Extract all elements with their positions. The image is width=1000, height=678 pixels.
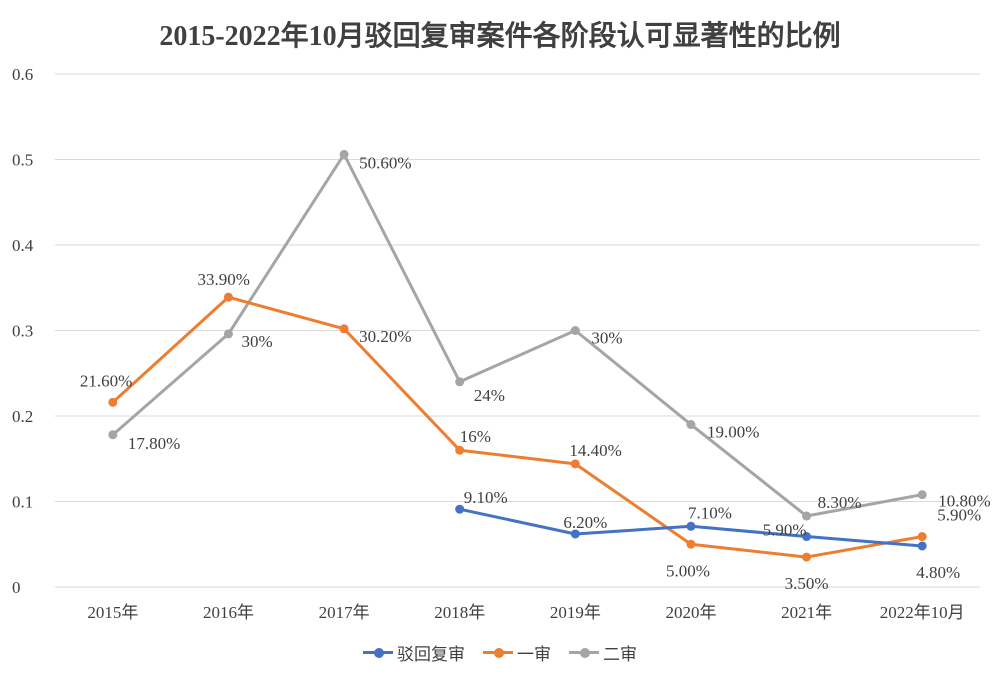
data-point — [802, 532, 812, 542]
y-tick-label: 0.4 — [12, 236, 34, 255]
legend-label: 驳回复审 — [397, 645, 465, 664]
data-label: 24% — [474, 386, 505, 405]
data-label: 10.80% — [938, 492, 990, 511]
legend-marker-icon — [363, 647, 393, 658]
data-point — [802, 511, 812, 521]
data-point — [570, 326, 580, 335]
data-label: 21.60% — [80, 371, 132, 390]
y-tick-label: 0.6 — [12, 65, 33, 84]
legend-marker-icon — [569, 647, 599, 658]
data-label: 33.90% — [197, 270, 249, 289]
legend-label: 一审 — [517, 645, 551, 664]
data-point — [917, 490, 927, 500]
data-point — [917, 532, 927, 542]
data-label: 9.10% — [464, 488, 508, 507]
legend: 驳回复审 一审 二审 — [0, 640, 1000, 665]
x-tick-label: 2021年 — [781, 603, 832, 622]
data-label: 30.20% — [359, 327, 411, 346]
data-label: 50.60% — [359, 153, 411, 172]
data-label: 6.20% — [563, 513, 607, 532]
data-point — [686, 539, 696, 549]
data-point — [686, 521, 696, 531]
x-tick-label: 2018年 — [434, 603, 485, 622]
data-point — [455, 445, 465, 455]
data-point — [455, 504, 465, 514]
data-label: 17.80% — [128, 434, 180, 453]
data-label: 4.80% — [916, 563, 960, 582]
legend-item: 二审 — [569, 640, 637, 665]
data-point — [223, 292, 233, 302]
data-point — [339, 324, 349, 334]
y-tick-label: 0.2 — [12, 407, 33, 426]
data-point — [223, 329, 233, 339]
data-label: 5.00% — [666, 561, 710, 580]
data-point — [570, 529, 580, 539]
data-point — [455, 377, 465, 387]
data-label: 19.00% — [707, 423, 759, 442]
y-tick-label: 0.5 — [12, 151, 33, 170]
data-point — [802, 552, 812, 562]
y-tick-label: 0.3 — [12, 322, 33, 341]
legend-marker-icon — [483, 647, 513, 658]
y-tick-label: 0 — [12, 578, 21, 597]
data-label: 30% — [591, 329, 622, 348]
legend-item: 一审 — [483, 640, 551, 665]
legend-label: 二审 — [603, 645, 637, 664]
data-point — [917, 541, 927, 551]
data-point — [108, 430, 118, 440]
data-label: 8.30% — [818, 493, 862, 512]
x-tick-label: 2019年 — [550, 603, 601, 622]
data-point — [570, 459, 580, 469]
data-label: 30% — [241, 332, 272, 351]
data-label: 16% — [460, 427, 491, 446]
data-label: 5.90% — [937, 506, 981, 525]
data-label: 14.40% — [569, 441, 621, 460]
x-tick-label: 2016年 — [203, 603, 254, 622]
x-tick-label: 2017年 — [319, 603, 370, 622]
series-line — [111, 152, 923, 518]
chart-title: 2015-2022年10月驳回复审案件各阶段认可显著性的比例 — [159, 21, 841, 52]
series-line — [111, 295, 923, 559]
data-label: 7.10% — [688, 503, 732, 522]
data-point — [108, 397, 118, 407]
y-tick-label: 0.1 — [12, 493, 33, 512]
legend-item: 驳回复审 — [363, 640, 465, 665]
x-tick-label: 2020年 — [665, 603, 716, 622]
data-point — [339, 149, 349, 159]
data-label: 5.90% — [763, 521, 807, 540]
data-label: 3.50% — [785, 574, 829, 593]
x-tick-label: 2015年 — [87, 603, 138, 622]
x-tick-label: 2022年10月 — [880, 603, 965, 622]
data-point — [686, 420, 696, 430]
